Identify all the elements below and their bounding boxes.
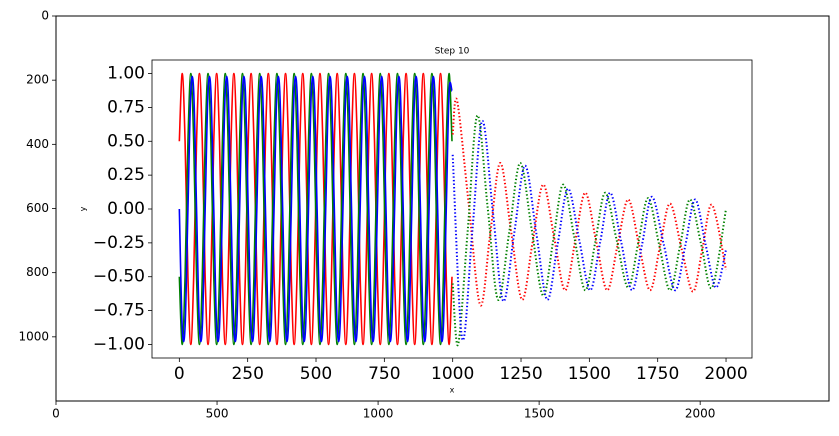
x-tick-label: 750 [368, 364, 400, 384]
x-axis-label: x [450, 386, 455, 395]
line-series [451, 97, 728, 307]
y-tick-label: −0.25 [93, 233, 145, 253]
y-tick-label: −0.75 [93, 301, 145, 321]
y-tick-label: 800 [26, 265, 49, 279]
x-tick-label: 2000 [685, 407, 716, 421]
x-tick-label: 0 [52, 407, 60, 421]
y-tick-label: 1000 [18, 329, 49, 343]
x-tick-label: 1250 [499, 364, 542, 384]
y-tick-label: 600 [26, 201, 49, 215]
x-tick-label: 500 [206, 407, 229, 421]
line-series [178, 75, 453, 343]
line-series [451, 119, 728, 342]
chart-title: Step 10 [435, 47, 470, 57]
x-tick-label: 1000 [431, 364, 474, 384]
y-tick-label: 0.25 [107, 165, 145, 185]
x-tick-label: 1500 [568, 364, 611, 384]
x-tick-label: 250 [231, 364, 263, 384]
y-tick-label: 400 [26, 137, 49, 151]
x-tick-label: 1750 [636, 364, 679, 384]
y-tick-label: −1.00 [93, 334, 145, 354]
x-tick-label: 0 [174, 364, 185, 384]
x-tick-label: 2000 [704, 364, 747, 384]
y-tick-label: −0.50 [93, 267, 145, 287]
y-tick-label: 0 [41, 9, 49, 23]
y-tick-label: 1.00 [107, 64, 145, 84]
x-tick-label: 1500 [524, 407, 555, 421]
y-tick-label: 200 [26, 73, 49, 87]
line-series [178, 72, 453, 346]
x-tick-label: 500 [300, 364, 332, 384]
y-tick-label: 0.50 [107, 131, 145, 151]
line-series [451, 114, 728, 347]
y-axis-label: y [79, 206, 88, 211]
x-tick-label: 1000 [363, 407, 394, 421]
y-tick-label: 0.75 [107, 97, 145, 117]
y-tick-label: 0.00 [107, 199, 145, 219]
